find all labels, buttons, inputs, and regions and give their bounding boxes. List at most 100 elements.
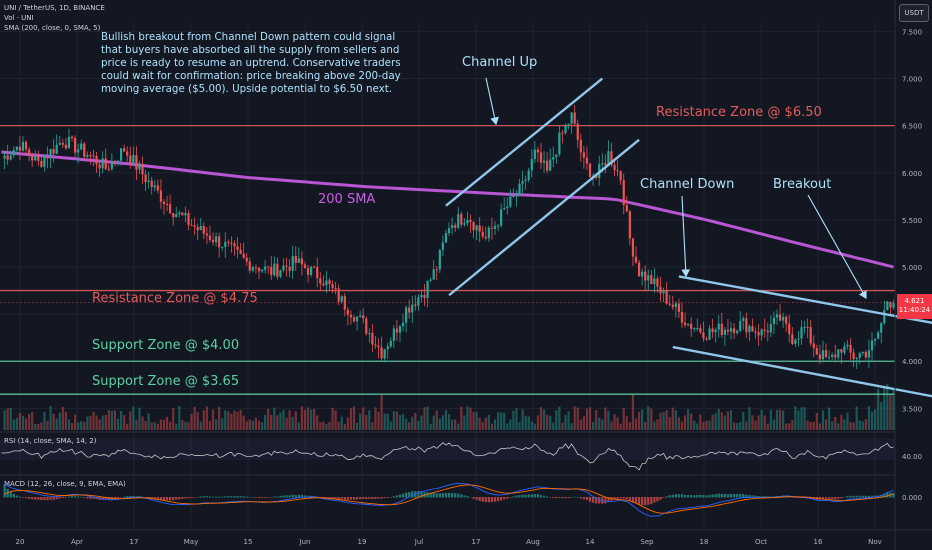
- volume-bar: [690, 413, 693, 430]
- macd-histogram-bar: [748, 495, 751, 498]
- volume-bar: [190, 413, 193, 430]
- macd-histogram-bar: [178, 497, 181, 500]
- candle-down: [889, 301, 892, 308]
- candle-down: [637, 262, 641, 277]
- candle-down: [107, 168, 110, 170]
- macd-histogram-bar: [37, 497, 40, 500]
- macd-histogram-bar: [297, 494, 300, 498]
- volume-bar: [693, 420, 696, 430]
- macd-histogram-bar: [187, 497, 190, 499]
- macd-histogram-bar: [500, 497, 503, 501]
- candle-down: [40, 160, 43, 167]
- candle-down: [196, 227, 199, 231]
- candle-up: [870, 340, 874, 351]
- volume-bar: [138, 407, 141, 430]
- symbol-title: UNI / TetherUS, 1D, BINANCE: [4, 4, 105, 12]
- volume-bar: [282, 409, 285, 430]
- macd-histogram-bar: [104, 497, 107, 500]
- rsi-tick-label: 40.00: [902, 453, 922, 461]
- macd-histogram-bar: [864, 495, 867, 498]
- macd-histogram-bar: [58, 497, 61, 499]
- volume-bar: [178, 406, 181, 430]
- volume-bar: [52, 413, 55, 430]
- volume-bar: [699, 414, 702, 430]
- macd-histogram-bar: [389, 497, 392, 498]
- macd-signal-line: [4, 484, 894, 514]
- volume-bar: [83, 421, 86, 430]
- macd-histogram-bar: [463, 495, 466, 498]
- volume-bar: [607, 410, 610, 430]
- x-tick-label: May: [184, 538, 198, 546]
- candles: [3, 104, 895, 369]
- volume-bar: [429, 423, 432, 430]
- last-price-tag: 4.621 11:40:24: [897, 294, 932, 319]
- currency-badge[interactable]: USDT: [899, 4, 929, 22]
- volume-bar: [729, 410, 733, 430]
- x-tick-label: 17: [130, 538, 139, 546]
- volume-bar: [877, 388, 880, 430]
- candle-down: [726, 329, 730, 332]
- macd-histogram-bar: [588, 497, 592, 502]
- volume-bar: [236, 411, 239, 430]
- candle-up: [653, 278, 656, 285]
- volume-bar: [355, 422, 359, 430]
- candle-up: [564, 125, 567, 134]
- macd-histogram-bar: [493, 497, 497, 502]
- x-tick-label: Jun: [299, 538, 311, 546]
- volume-bar: [267, 408, 270, 430]
- macd-line: [4, 482, 894, 517]
- volume-bar: [702, 422, 705, 430]
- volume-bar: [110, 410, 113, 430]
- volume-bar: [411, 416, 414, 430]
- macd-histogram-bar: [132, 496, 135, 498]
- volume-bar: [371, 422, 374, 430]
- macd-histogram-bar: [880, 494, 883, 498]
- volume-bar: [521, 409, 524, 430]
- macd-histogram-bar: [61, 497, 64, 498]
- candle-down: [306, 268, 310, 275]
- candle-down: [472, 222, 475, 231]
- volume-bar: [98, 419, 101, 430]
- volume-bar: [70, 422, 74, 430]
- volume-bar: [380, 394, 383, 430]
- macd-histogram-bar: [159, 497, 163, 501]
- candle-up: [15, 146, 18, 151]
- candle-up: [555, 154, 558, 158]
- volume-bar: [622, 407, 625, 430]
- volume-bar: [116, 418, 120, 430]
- candle-up: [797, 338, 800, 340]
- candle-up: [674, 303, 677, 308]
- volume-bar: [751, 415, 754, 430]
- volume-bar: [398, 414, 402, 430]
- macd-histogram-bar: [300, 494, 304, 498]
- level-label-support: Support Zone @ $4.00: [92, 338, 239, 353]
- candle-up: [147, 180, 150, 183]
- candle-down: [699, 328, 702, 333]
- candle-up: [487, 227, 490, 239]
- volume-bar: [475, 411, 478, 430]
- volume-bar: [159, 419, 163, 430]
- candle-up: [310, 266, 313, 275]
- candle-up: [43, 157, 46, 167]
- macd-histogram-bar: [653, 497, 656, 503]
- candle-up: [110, 161, 113, 169]
- candle-up: [769, 323, 772, 333]
- macd-histogram-bar: [205, 496, 208, 498]
- candle-up: [12, 150, 15, 156]
- trendline-channel-down-upper: [678, 275, 932, 324]
- volume-bar: [846, 412, 849, 430]
- macd-histogram-bar: [343, 497, 346, 500]
- candle-up: [714, 329, 717, 333]
- macd-histogram-bar: [671, 494, 674, 498]
- macd-histogram-bar: [613, 497, 616, 500]
- rsi-legend: RSI (14, close, SMA, 14, 2): [4, 437, 97, 445]
- volume-bar: [567, 411, 570, 430]
- volume-bar: [720, 412, 723, 430]
- candle-up: [55, 144, 58, 154]
- volume-bar: [539, 407, 543, 430]
- candle-down: [294, 256, 297, 263]
- volume-bar: [463, 415, 466, 430]
- candle-up: [717, 323, 720, 330]
- macd-panel: MACD (12, 26, close, 9, EMA, EMA) 0.000: [3, 480, 922, 517]
